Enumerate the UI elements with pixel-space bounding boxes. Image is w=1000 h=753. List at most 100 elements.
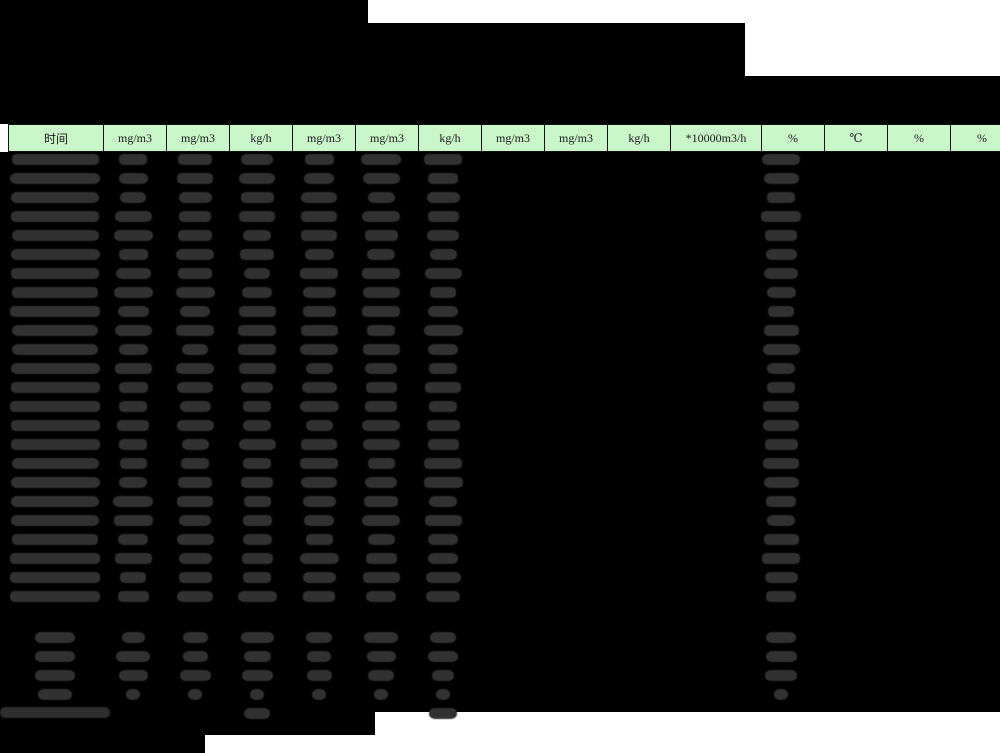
redacted-cell-value [114,325,152,336]
column-header-time[interactable]: 时间 [8,124,104,152]
redacted-cell-value [301,192,337,203]
redacted-cell-value [243,651,271,662]
redacted-cell-value [10,306,100,317]
redacted-cell-value [118,173,148,184]
redacted-cell-value [424,154,462,165]
redacted-cell-value [10,249,100,260]
redacted-cell-value [767,192,795,203]
redacted-cell-value [11,211,99,222]
summary-row [8,685,993,704]
column-header-c8[interactable]: mg/m3 [544,124,608,152]
column-header-c7[interactable]: mg/m3 [481,124,545,152]
redacted-cell-value [119,439,147,450]
column-header-c2[interactable]: mg/m3 [166,124,230,152]
table-row [8,587,993,606]
column-header-c3[interactable]: kg/h [229,124,293,152]
redacted-cell-value [10,420,100,431]
redacted-cell-value [177,591,213,602]
column-header-c9[interactable]: kg/h [607,124,671,152]
redacted-cell-value [12,287,98,298]
redacted-cell-value [117,306,149,317]
redacted-cell-value [239,211,275,222]
redacted-cell-value [238,325,276,336]
redacted-cell-value [114,553,152,564]
redacted-cell-value [430,287,456,298]
redacted-cell-value [306,632,332,643]
redacted-cell-value [304,249,334,260]
column-header-c14[interactable]: % [950,124,1000,152]
redacted-cell-value [119,458,147,469]
redacted-cell-value [301,477,337,488]
redacted-cell-value [765,249,797,260]
table-row [8,378,993,397]
redacted-cell-value [367,325,395,336]
redacted-cell-value [240,192,274,203]
redacted-cell-value [250,689,264,700]
redacted-cell-value [762,344,800,355]
column-header-c13[interactable]: % [887,124,951,152]
redacted-cell-value [11,496,99,507]
redacted-cell-value [237,591,277,602]
redacted-cell-value [302,496,336,507]
redacted-cell-value [179,401,211,412]
redacted-cell-value [118,344,148,355]
column-header-c11[interactable]: % [761,124,825,152]
redacted-cell-value [299,553,339,564]
redacted-cell-value [766,591,796,602]
redacted-cell-value [764,439,798,450]
summary-row [8,647,993,666]
redacted-cell-value [241,382,273,393]
redacted-cell-value [117,591,149,602]
redacted-cell-value [188,689,202,700]
redacted-cell-value [368,670,394,681]
redacted-cell-value [178,553,212,564]
column-header-c5[interactable]: mg/m3 [355,124,419,152]
redacted-cell-value [362,287,400,298]
redacted-cell-value [767,382,795,393]
redacted-cell-value [761,211,801,222]
table-row [8,568,993,587]
redacted-cell-value [426,192,460,203]
column-header-c4[interactable]: mg/m3 [292,124,356,152]
emissions-monitoring-table: 时间 mg/m3 mg/m3 kg/h mg/m3 mg/m3 kg/h mg/… [8,124,1000,152]
redacted-cell-value [362,515,400,526]
redacted-cell-value [429,401,457,412]
column-header-c10[interactable]: *10000m3/h [670,124,762,152]
column-header-c12[interactable]: ℃ [824,124,888,152]
redacted-cell-value [10,173,100,184]
summary-row [8,666,993,685]
redacted-cell-value [177,382,213,393]
redaction-block-above-header [0,76,1000,124]
redacted-cell-value [10,439,100,450]
redacted-cell-value [428,534,458,545]
redacted-cell-value [244,268,270,279]
redacted-cell-value [763,458,799,469]
redacted-cell-value [179,670,211,681]
redacted-cell-value [763,534,799,545]
redacted-cell-value [362,572,400,583]
redacted-cell-value [767,363,795,374]
redacted-cell-value [302,287,336,298]
redacted-cell-value [10,382,100,393]
redacted-cell-value [763,477,799,488]
redacted-cell-value [365,401,397,412]
redacted-cell-value [430,632,456,643]
redacted-cell-value [766,632,796,643]
redacted-cell-value [118,534,148,545]
redacted-cell-value [302,306,336,317]
redacted-cell-value [116,651,150,662]
redacted-cell-value [35,670,75,681]
redacted-cell-value [11,458,99,469]
redacted-cell-value [766,287,796,298]
redacted-cell-value [35,651,75,662]
redacted-cell-value [365,553,397,564]
column-header-c6[interactable]: kg/h [418,124,482,152]
table-row [8,283,993,302]
redacted-cell-value [304,173,334,184]
redacted-cell-value [113,515,153,526]
redacted-cell-value [424,268,462,279]
redacted-cell-value [241,553,273,564]
redacted-cell-value [175,287,215,298]
redacted-cell-value [239,173,275,184]
column-header-c1[interactable]: mg/m3 [103,124,167,152]
